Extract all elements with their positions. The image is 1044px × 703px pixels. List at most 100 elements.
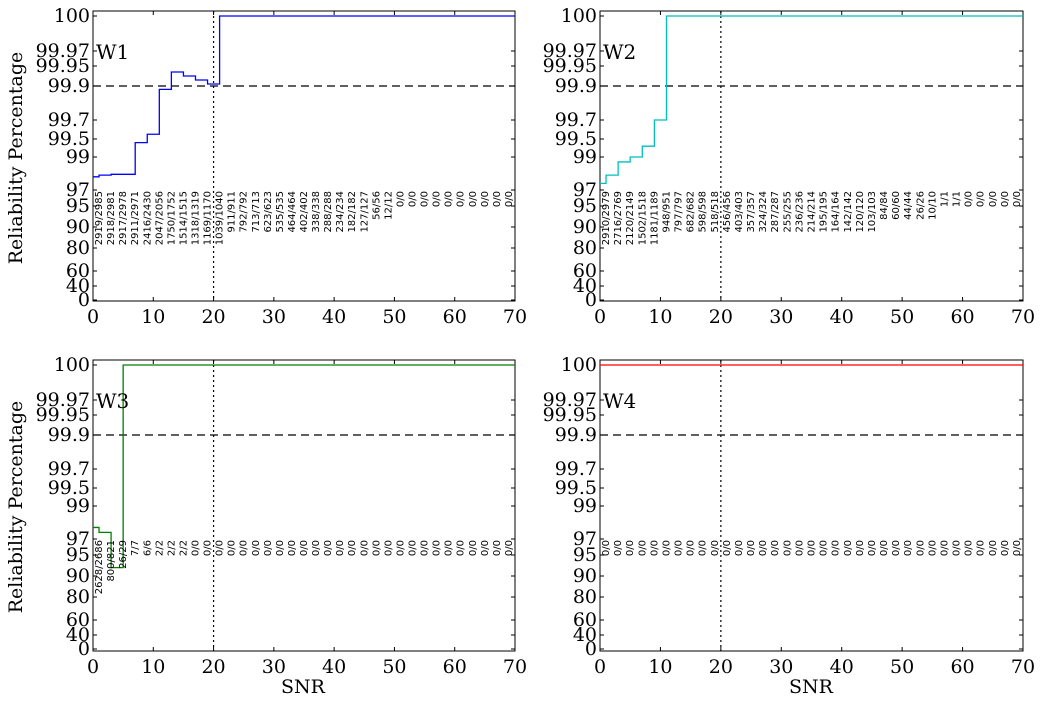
bin-count-label: 598/598 [698, 191, 709, 233]
bin-count-label: 26/26 [915, 191, 926, 220]
bin-count-label: 0/0 [794, 540, 805, 556]
bin-count-label: 236/236 [794, 191, 805, 233]
bin-count-label: 0/0 [468, 191, 479, 207]
bin-count-label: 2716/2769 [613, 191, 624, 245]
bin-count-label: 288/288 [323, 191, 334, 233]
x-tick-label: 50 [890, 306, 914, 328]
y-tick-label: 99 [66, 495, 90, 517]
bin-count-label: 0/0 [203, 540, 214, 556]
bin-count-label: 2919/2985 [94, 191, 105, 245]
bin-count-label: 164/164 [831, 191, 842, 233]
y-tick-label: 100 [54, 5, 90, 27]
bin-count-label: 0/0 [408, 191, 419, 207]
bin-count-label: 0/0 [964, 191, 975, 207]
y-tick-label: 95 [66, 544, 90, 566]
bin-count-label: 2917/2978 [118, 191, 129, 245]
x-tick-label: 50 [382, 656, 406, 678]
bin-count-label: 0/0 [988, 191, 999, 207]
bin-count-label: 535/535 [275, 191, 286, 233]
bin-count-label: 0/0 [964, 540, 975, 556]
bin-count-label: 0/0 [770, 540, 781, 556]
bin-count-label: 0/0 [819, 540, 830, 556]
bin-count-label: 338/338 [311, 191, 322, 233]
y-tick-label: 60 [573, 609, 597, 631]
y-tick-label: 99.7 [555, 458, 597, 480]
bin-count-label: 0/0 [275, 540, 286, 556]
x-axis-label-right: SNR [789, 676, 834, 698]
bin-count-label: 0/0 [625, 540, 636, 556]
bin-count-label: 0/0 [686, 540, 697, 556]
bin-count-label: 0/0 [347, 540, 358, 556]
bin-count-label: 1181/1189 [649, 191, 660, 245]
bin-count-label: 0/0 [637, 540, 648, 556]
y-tick-label: 80 [573, 586, 597, 608]
y-tick-label: 100 [561, 5, 597, 27]
x-tick-label: 10 [648, 656, 672, 678]
bin-count-label: 2628/2686 [94, 540, 105, 594]
y-axis-label-bottom: Reliability Percentage [5, 401, 27, 614]
x-tick-label: 0 [87, 656, 99, 678]
bin-count-label: 0/0 [371, 540, 382, 556]
bin-count-label: 2/2 [166, 540, 177, 556]
bin-count-label: 2047/2056 [154, 191, 165, 245]
y-tick-label: 40 [66, 624, 90, 646]
y-tick-label: 99.95 [36, 55, 90, 77]
bin-count-label: 0/0 [831, 540, 842, 556]
y-tick-label: 99 [66, 146, 90, 168]
bin-count-label: 0/0 [915, 540, 926, 556]
x-tick-label: 40 [322, 306, 346, 328]
bin-count-label: 0/0 [444, 540, 455, 556]
bin-count-label: 1514/1515 [178, 191, 189, 245]
panel-w3: 04060809095979999.599.799.999.9599.97100… [36, 354, 528, 678]
y-tick-label: 99.7 [48, 458, 90, 480]
bin-count-label: 0/0 [843, 540, 854, 556]
y-tick-label: 97 [573, 179, 597, 201]
bin-count-label: 120/120 [855, 191, 866, 233]
y-tick-label: 40 [573, 624, 597, 646]
y-tick-label: 90 [573, 216, 597, 238]
bin-count-label: 0/0 [420, 191, 431, 207]
bin-count-label: 1318/1319 [190, 191, 201, 245]
y-tick-label: 95 [573, 195, 597, 217]
bin-count-label: 0/0 [710, 540, 721, 556]
bin-count-label: 0/0 [1000, 540, 1011, 556]
y-tick-label: 99 [573, 146, 597, 168]
bin-count-label: 0/0 [1012, 191, 1023, 207]
y-tick-label: 99.5 [48, 128, 90, 150]
bin-count-label: 234/234 [335, 191, 346, 233]
y-tick-label: 40 [573, 275, 597, 297]
x-tick-label: 10 [141, 656, 165, 678]
y-tick-label: 100 [54, 354, 90, 376]
y-tick-label: 0 [78, 638, 90, 660]
bin-count-label: 0/0 [480, 540, 491, 556]
bin-count-label: 0/0 [952, 540, 963, 556]
y-tick-label: 97 [573, 528, 597, 550]
bin-count-label: 0/0 [891, 540, 902, 556]
x-tick-label: 20 [201, 656, 225, 678]
bin-count-label: 623/623 [263, 191, 274, 233]
bin-count-label: 0/0 [480, 191, 491, 207]
x-tick-label: 70 [1011, 306, 1035, 328]
bin-count-label: 255/255 [782, 191, 793, 233]
bin-count-label: 0/0 [444, 191, 455, 207]
bin-count-label: 0/0 [698, 540, 709, 556]
bin-count-label: 6/6 [142, 540, 153, 556]
bin-count-label: 214/214 [807, 191, 818, 233]
bin-count-label: 0/0 [432, 191, 443, 207]
bin-count-label: 0/0 [395, 540, 406, 556]
bin-count-label: 127/127 [359, 191, 370, 233]
bin-count-label: 800/821 [106, 540, 117, 582]
bin-count-label: 0/0 [1000, 191, 1011, 207]
panel-w4: 04060809095979999.599.799.999.9599.97100… [543, 354, 1036, 678]
y-tick-label: 80 [66, 237, 90, 259]
bin-count-label: 797/797 [674, 191, 685, 233]
bin-count-label: 0/0 [323, 540, 334, 556]
bin-count-label: 0/0 [927, 540, 938, 556]
reliability-step-line [93, 15, 515, 178]
y-tick-label: 99.7 [48, 109, 90, 131]
y-tick-label: 0 [78, 289, 90, 311]
bin-count-label: 1/1 [952, 191, 963, 207]
panel-title: W1 [96, 40, 129, 64]
y-tick-label: 99.5 [555, 128, 597, 150]
